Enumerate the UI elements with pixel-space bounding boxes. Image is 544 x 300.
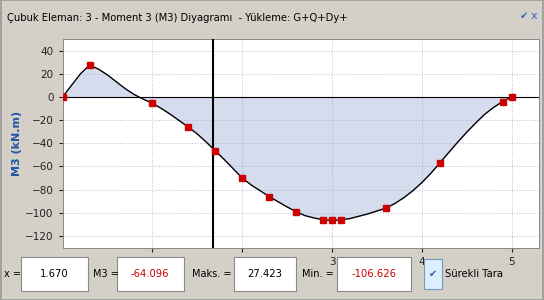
Text: -106.626: -106.626 [351, 269, 397, 279]
Text: ✔: ✔ [429, 269, 437, 279]
FancyBboxPatch shape [337, 256, 411, 291]
Text: M3 =: M3 = [93, 269, 119, 279]
Text: 27.423: 27.423 [248, 269, 282, 279]
FancyBboxPatch shape [424, 259, 442, 289]
FancyBboxPatch shape [234, 256, 296, 291]
FancyBboxPatch shape [21, 256, 88, 291]
Text: ✔: ✔ [520, 11, 528, 21]
Y-axis label: M3 (kN.m): M3 (kN.m) [13, 111, 22, 176]
Text: 1.670: 1.670 [40, 269, 69, 279]
Text: Çubuk Eleman: 3 - Moment 3 (M3) Diyagramı  - Yükleme: G+Q+Dy+: Çubuk Eleman: 3 - Moment 3 (M3) Diyagram… [7, 13, 347, 22]
Text: Min. =: Min. = [302, 269, 334, 279]
Text: Maks. =: Maks. = [192, 269, 232, 279]
FancyBboxPatch shape [117, 256, 184, 291]
Text: Sürekli Tara: Sürekli Tara [445, 269, 503, 279]
Text: -64.096: -64.096 [131, 269, 169, 279]
Text: x =: x = [4, 269, 21, 279]
Text: x: x [530, 11, 537, 21]
